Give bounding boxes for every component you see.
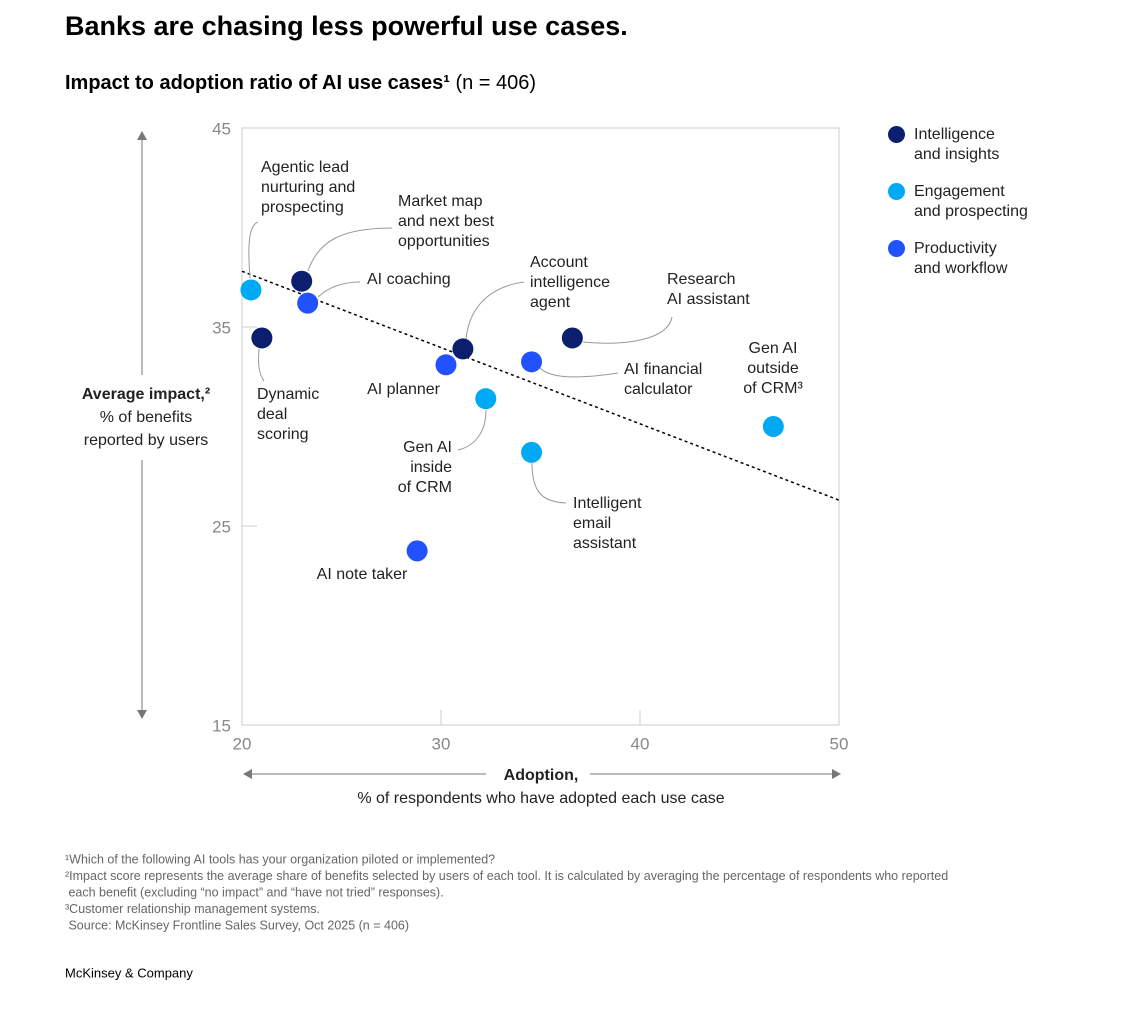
point (762, 416, 784, 437)
trend-line (241, 270, 840, 501)
leader-line (248, 221, 259, 279)
point-label: of CRM³ (743, 380, 803, 397)
point-label: email (573, 515, 611, 532)
footnote: ¹Which of the following AI tools has you… (65, 852, 495, 866)
x-tick-label: 20 (233, 734, 252, 753)
point-label: AI planner (367, 381, 441, 398)
leader-line (531, 462, 567, 504)
brand: McKinsey & Company (65, 965, 193, 980)
leader-line (317, 281, 361, 298)
point (561, 327, 583, 349)
legend-item: Intelligence and insights (888, 125, 1038, 165)
point (406, 540, 428, 562)
point-label: of CRM (398, 479, 452, 496)
point-label: assistant (573, 535, 637, 552)
point-label: agent (530, 294, 571, 311)
point-label: opportunities (398, 233, 490, 250)
legend-swatch (888, 183, 905, 200)
subtitle-main: Impact to adoption ratio of AI use cases… (65, 72, 450, 94)
point-label: Account (530, 254, 588, 271)
point-label: Gen AI (749, 340, 798, 357)
point-label: intelligence (530, 274, 610, 291)
leader-line (465, 281, 525, 340)
point-label: Market map (398, 193, 483, 210)
point (475, 388, 497, 410)
leader-line (582, 316, 673, 344)
point-label: and next best (398, 213, 495, 230)
leader-line (307, 227, 393, 272)
legend-swatch (888, 126, 905, 143)
x-tick-label: 50 (830, 734, 849, 753)
chart-title: Banks are chasing less powerful use case… (65, 11, 628, 41)
point (521, 351, 543, 373)
leader-line (539, 367, 619, 378)
point-label: prospecting (261, 199, 344, 216)
point-label: Gen AI (403, 439, 452, 456)
legend-label: Engagement and prospecting (914, 183, 1028, 220)
point-label: deal (257, 406, 287, 423)
point-label: AI note taker (317, 566, 408, 583)
point (521, 441, 543, 463)
point-label: AI assistant (667, 291, 750, 308)
point-label: outside (747, 360, 799, 377)
x-tick-label: 40 (631, 734, 650, 753)
point-label: Dynamic (257, 386, 319, 403)
y-axis-subtitle: % of benefits (100, 409, 193, 426)
x-tick-label: 30 (432, 734, 451, 753)
point (291, 270, 313, 292)
footnote: ³Customer relationship management system… (65, 902, 320, 916)
point-label: Research (667, 271, 735, 288)
legend-swatch (888, 240, 905, 257)
x-axis-title: Adoption, (504, 767, 579, 784)
plot-frame (241, 127, 840, 726)
y-tick-label: 25 (212, 517, 231, 536)
y-axis-subtitle: reported by users (84, 432, 209, 449)
legend-label: Productivity and workflow (914, 240, 1008, 277)
x-axis-subtitle: % of respondents who have adopted each u… (357, 790, 724, 807)
legend-label: Intelligence and insights (914, 126, 1000, 163)
point-label: Intelligent (573, 495, 642, 512)
point-label: AI coaching (367, 271, 451, 288)
point (452, 338, 474, 360)
point (435, 354, 457, 376)
leader-line (457, 409, 487, 451)
chart-subtitle: Impact to adoption ratio of AI use cases… (65, 72, 536, 94)
footnote: Source: McKinsey Frontline Sales Survey,… (65, 918, 409, 932)
point-label: inside (410, 459, 452, 476)
y-axis-title: Average impact,² (82, 386, 210, 403)
y-tick-label: 35 (212, 318, 231, 337)
legend-item: Engagement and prospecting (888, 182, 1038, 222)
y-tick-label: 45 (212, 119, 231, 138)
subtitle-note: (n = 406) (455, 72, 536, 94)
footnote: each benefit (excluding “no impact” and … (65, 885, 444, 899)
y-tick-label: 15 (212, 716, 231, 735)
leader-line (258, 348, 265, 382)
point (251, 327, 273, 349)
point-label: calculator (624, 381, 693, 398)
point (297, 292, 319, 314)
point-label: Agentic lead (261, 159, 349, 176)
point-label: scoring (257, 426, 309, 443)
point-label: nurturing and (261, 179, 355, 196)
legend-item: Productivity and workflow (888, 239, 1038, 279)
point-label: AI financial (624, 361, 702, 378)
footnote: ²Impact score represents the average sha… (65, 869, 948, 883)
point (240, 279, 262, 301)
